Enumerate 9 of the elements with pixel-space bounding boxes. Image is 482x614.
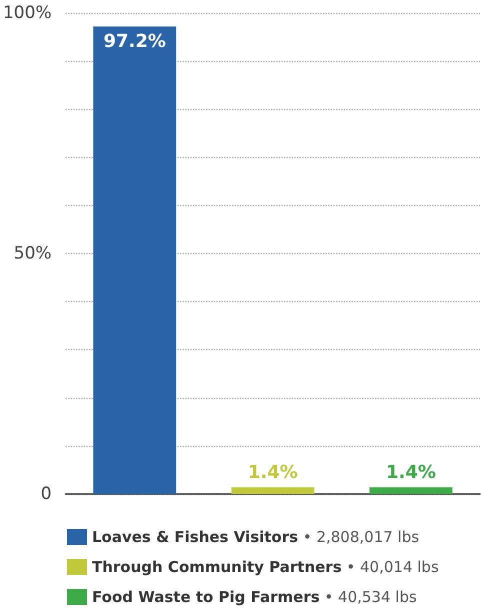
y-tick-label: 0 — [40, 484, 52, 504]
y-tick-label: 100% — [2, 3, 52, 23]
y-tick-label: 50% — [14, 244, 52, 264]
data-label: 1.4% — [248, 462, 298, 483]
legend-label: Food Waste to Pig Farmers • 40,534 lbs — [92, 588, 417, 606]
legend-label: Loaves & Fishes Visitors • 2,808,017 lbs — [92, 528, 420, 546]
data-label: 97.2% — [103, 30, 166, 52]
legend-label: Through Community Partners • 40,014 lbs — [92, 558, 439, 576]
data-label: 1.4% — [386, 462, 436, 483]
